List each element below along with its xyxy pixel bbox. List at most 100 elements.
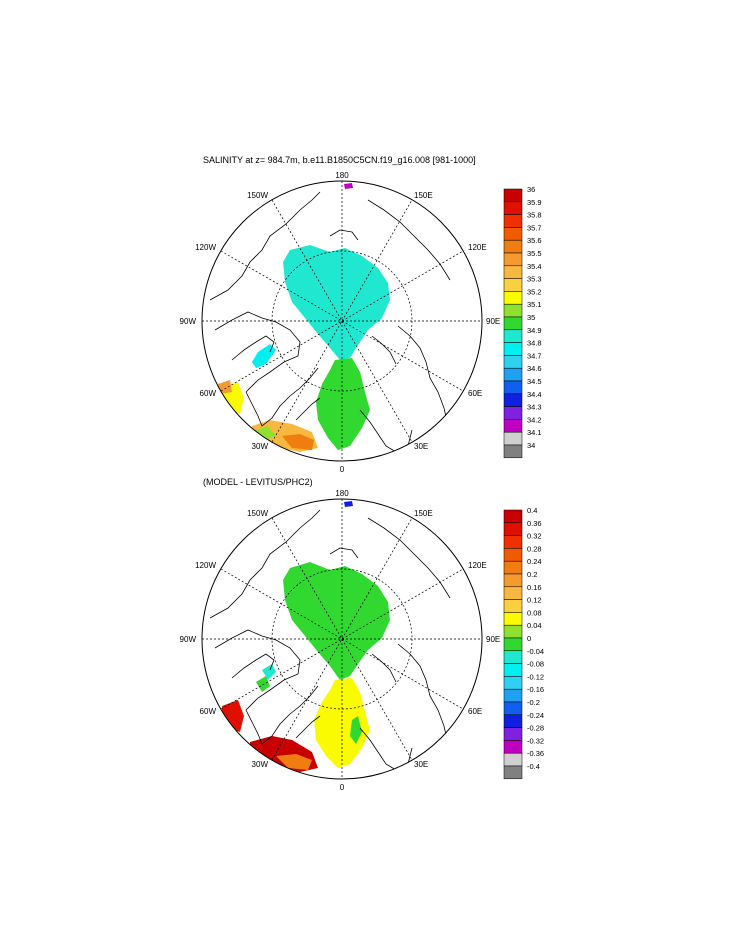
colorbar-tick-label: 34 bbox=[527, 441, 535, 450]
colorbar-swatch bbox=[503, 239, 523, 254]
colorbar-swatch bbox=[503, 624, 523, 639]
colorbar-swatch bbox=[503, 431, 523, 446]
north-atlantic-orange bbox=[282, 434, 314, 450]
colorbar-swatch bbox=[503, 663, 523, 677]
bottom-lon-0: 0 bbox=[340, 783, 345, 792]
top-lon-120w: 120W bbox=[195, 243, 216, 252]
colorbar-swatch bbox=[503, 560, 523, 575]
colorbar-tick-label: 34.3 bbox=[527, 403, 542, 412]
colorbar-tick-label: 0.4 bbox=[527, 506, 537, 515]
top-lon-180: 180 bbox=[335, 171, 349, 180]
colorbar-swatch bbox=[503, 727, 523, 741]
colorbar-swatch bbox=[503, 535, 523, 549]
nordic-anomaly-green bbox=[350, 716, 362, 744]
colorbar-tick-label: 35.3 bbox=[527, 275, 542, 284]
colorbar-swatch bbox=[503, 765, 523, 780]
bottom-polar-map: 180 0 90W 90E 150W 120W 150E 120E 60W 30… bbox=[180, 489, 545, 792]
colorbar-tick-label: 0.2 bbox=[527, 570, 537, 579]
colorbar-swatch bbox=[503, 573, 523, 588]
bottom-lon-150e: 150E bbox=[414, 509, 433, 518]
bottom-lon-60e: 60E bbox=[468, 707, 482, 716]
bering-anomaly bbox=[344, 501, 353, 507]
colorbar-tick-label: 0.24 bbox=[527, 557, 542, 566]
colorbar-tick-label: 35.4 bbox=[527, 262, 542, 271]
colorbar-tick-label: 34.6 bbox=[527, 364, 542, 373]
bottom-lon-180: 180 bbox=[335, 489, 349, 498]
colorbar-swatch bbox=[503, 201, 523, 215]
colorbar-swatch bbox=[503, 303, 523, 318]
colorbar-tick-label: 34.5 bbox=[527, 377, 542, 386]
bottom-lon-150w: 150W bbox=[247, 509, 268, 518]
bottom-lon-120e: 120E bbox=[468, 561, 487, 570]
colorbar-swatch bbox=[503, 406, 523, 420]
colorbar-tick-label: 0.04 bbox=[527, 621, 542, 630]
colorbar-tick-label: 34.7 bbox=[527, 351, 542, 360]
top-polar-map: 180 0 90W 90E 150W 120W 150E 120E 60W 30… bbox=[180, 171, 542, 474]
labrador-orange bbox=[218, 380, 232, 394]
colorbar-swatch bbox=[503, 637, 523, 652]
colorbar-swatch bbox=[503, 650, 523, 664]
colorbar-swatch bbox=[503, 752, 523, 767]
colorbar-swatch bbox=[503, 740, 523, 754]
colorbar-swatch bbox=[503, 522, 523, 536]
colorbar-tick-label: 35.8 bbox=[527, 211, 542, 220]
colorbar-tick-label: 0 bbox=[527, 634, 531, 643]
colorbar-swatch bbox=[503, 355, 523, 369]
colorbar-swatch bbox=[503, 227, 523, 241]
north-atlantic-anomaly-orange bbox=[276, 754, 312, 770]
colorbar-tick-label: -0.32 bbox=[527, 736, 544, 745]
colorbar-swatch bbox=[503, 688, 523, 703]
colorbar-swatch bbox=[503, 291, 523, 305]
colorbar-tick-label: 36 bbox=[527, 185, 535, 194]
colorbar-tick-label: 35 bbox=[527, 313, 535, 322]
baffin-anomaly-green bbox=[256, 676, 270, 692]
top-lon-90e: 90E bbox=[486, 317, 500, 326]
bottom-lon-30w: 30W bbox=[252, 760, 269, 769]
colorbar-swatch bbox=[503, 188, 523, 203]
bottom-lon-90w: 90W bbox=[180, 635, 197, 644]
nordic-seas-field bbox=[316, 358, 370, 450]
colorbar-swatch bbox=[503, 214, 523, 228]
bottom-panel-title: (MODEL - LEVITUS/PHC2) bbox=[203, 477, 313, 487]
top-colorbar: 36 35.9 35.8 35.7 35.6 35.5 35.4 35.3 35.2 35.1 35… bbox=[503, 185, 542, 459]
colorbar-tick-label: 0.12 bbox=[527, 596, 542, 605]
colorbar-tick-label: 34.2 bbox=[527, 415, 542, 424]
colorbar-tick-label: -0.24 bbox=[527, 711, 544, 720]
top-panel-title: SALINITY at z= 984.7m, b.e11.B1850C5CN.f… bbox=[203, 155, 476, 165]
colorbar-tick-label: 35.5 bbox=[527, 249, 542, 258]
colorbar-tick-label: -0.16 bbox=[527, 685, 544, 694]
colorbar-swatch bbox=[503, 612, 523, 626]
colorbar-tick-label: 35.6 bbox=[527, 236, 542, 245]
top-lon-0: 0 bbox=[340, 465, 345, 474]
bottom-colorbar: 0.4 0.36 0.32 0.28 0.24 0.2 0.16 0.12 0.08 0.04 0 -… bbox=[503, 506, 544, 780]
colorbar-swatch bbox=[503, 714, 523, 728]
top-lon-150e: 150E bbox=[414, 191, 433, 200]
top-lon-60e: 60E bbox=[468, 389, 482, 398]
colorbar-tick-label: 0.16 bbox=[527, 583, 542, 592]
colorbar-swatch bbox=[503, 444, 523, 459]
top-map-boundary bbox=[201, 180, 483, 462]
colorbar-tick-label: -0.08 bbox=[527, 660, 544, 669]
colorbar-swatch bbox=[503, 265, 523, 279]
colorbar-swatch bbox=[503, 676, 523, 690]
top-lon-60w: 60W bbox=[200, 389, 217, 398]
colorbar-tick-label: -0.28 bbox=[527, 724, 544, 733]
colorbar-swatch bbox=[503, 380, 523, 395]
top-lon-30w: 30W bbox=[252, 442, 269, 451]
colorbar-swatch bbox=[503, 278, 523, 292]
colorbar-swatch bbox=[503, 316, 523, 331]
colorbar-swatch bbox=[503, 367, 523, 382]
colorbar-tick-label: 34.4 bbox=[527, 390, 542, 399]
graticule-bottom bbox=[202, 499, 482, 779]
colorbar-swatch bbox=[503, 548, 523, 562]
baffin-patch bbox=[252, 344, 276, 368]
bottom-lon-60w: 60W bbox=[200, 707, 217, 716]
colorbar-tick-label: 35.9 bbox=[527, 198, 542, 207]
colorbar-swatch bbox=[503, 419, 523, 433]
colorbar-tick-label: 35.2 bbox=[527, 287, 542, 296]
baffin-anomaly-cyan bbox=[262, 664, 276, 680]
top-lon-90w: 90W bbox=[180, 317, 197, 326]
bering-dot bbox=[344, 183, 353, 189]
colorbar-tick-label: -0.36 bbox=[527, 749, 544, 758]
